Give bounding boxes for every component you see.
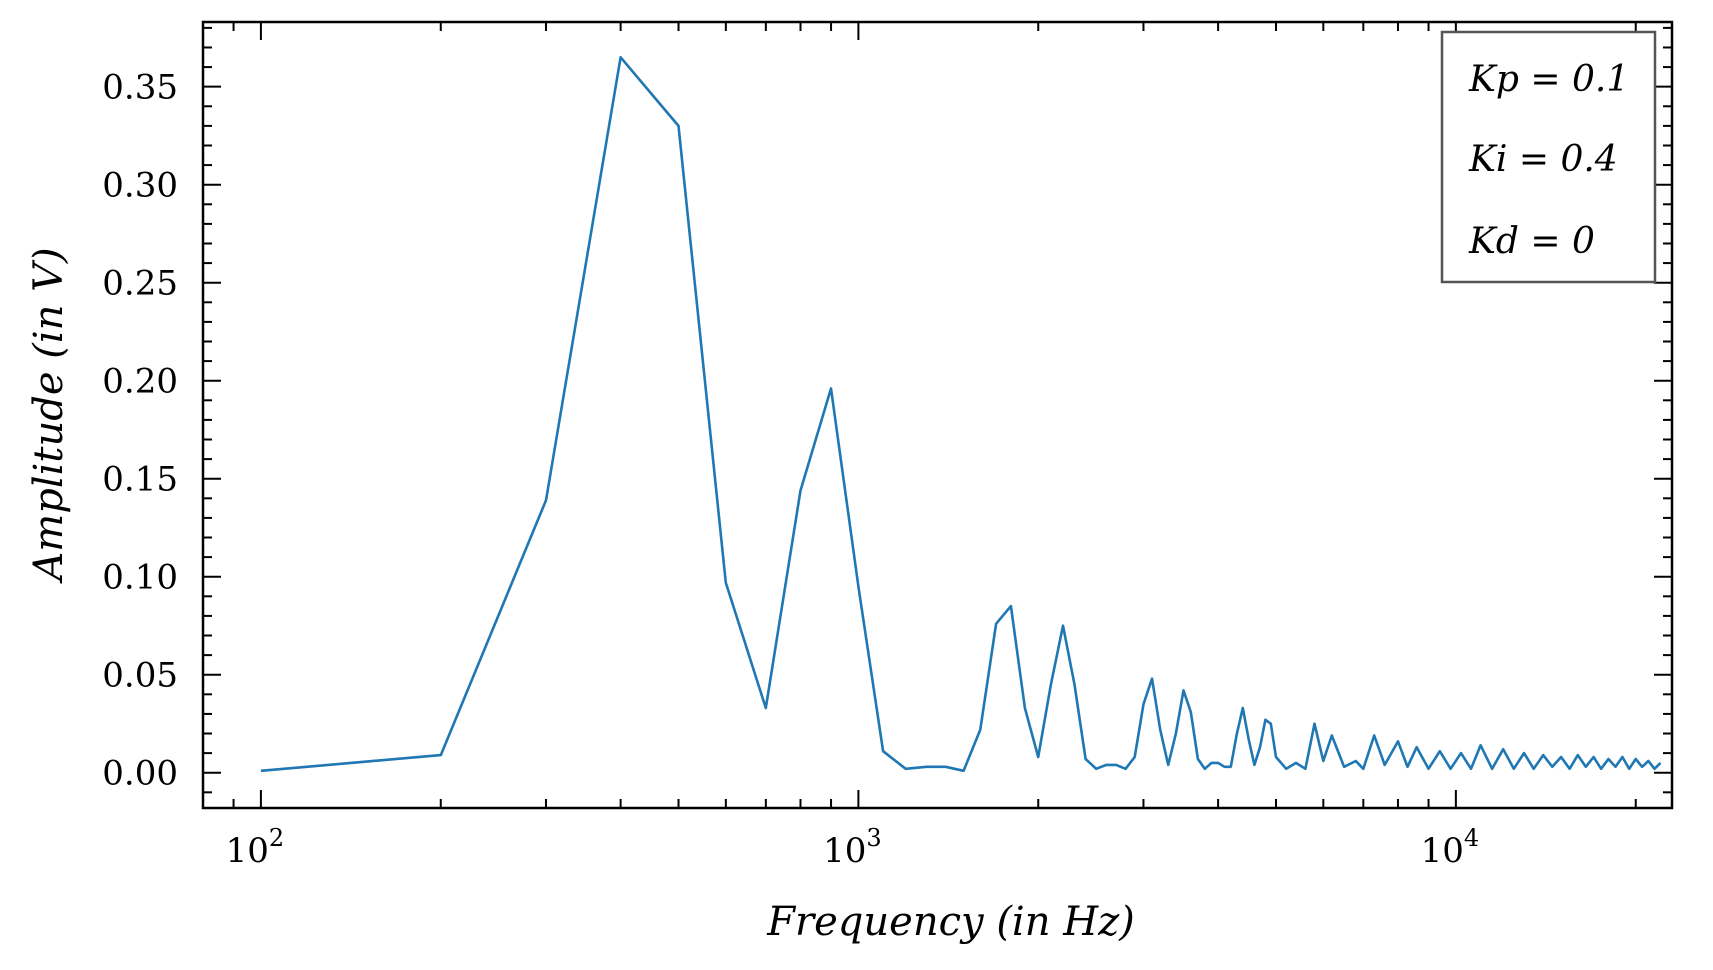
legend: Kp = 0.1 Ki = 0.4 Kd = 0 xyxy=(1440,30,1657,284)
y-tick-label-7: 0.35 xyxy=(102,68,178,108)
y-tick-label-2: 0.10 xyxy=(102,558,178,598)
legend-entry-ki: Ki = 0.4 xyxy=(1468,139,1618,180)
legend-entry-kp: Kp = 0.1 xyxy=(1468,59,1629,100)
y-tick-label-3: 0.15 xyxy=(102,460,178,500)
x-tick-label-1: 103 xyxy=(823,824,882,871)
y-tick-label-4: 0.20 xyxy=(102,362,178,402)
x-tick-exponent-2: 4 xyxy=(1464,824,1479,852)
x-tick-labels: 102 103 104 xyxy=(226,824,1480,871)
y-tick-label-0: 0.00 xyxy=(102,754,178,794)
y-tick-label-6: 0.30 xyxy=(102,166,178,206)
legend-entry-kd: Kd = 0 xyxy=(1468,221,1595,262)
y-axis-label: Amplitude (in V) xyxy=(26,247,72,584)
minor-ticks xyxy=(202,22,1672,808)
legend-box xyxy=(1440,30,1657,284)
x-tick-exponent-0: 2 xyxy=(269,824,284,852)
series-layer xyxy=(260,55,1662,773)
series-line-0 xyxy=(260,55,1662,773)
x-tick-label-2: 104 xyxy=(1421,824,1480,871)
y-tick-labels: 0.00 0.05 0.10 0.15 0.20 0.25 0.30 0.35 xyxy=(102,68,178,794)
x-axis-label: Frequency (in Hz) xyxy=(766,899,1135,945)
y-tick-label-5: 0.25 xyxy=(102,264,178,304)
y-tick-label-1: 0.05 xyxy=(102,656,178,696)
x-tick-label-0: 102 xyxy=(226,824,285,871)
x-tick-exponent-1: 3 xyxy=(866,824,881,852)
plot-frame xyxy=(201,20,1674,810)
major-ticks xyxy=(203,22,1672,808)
